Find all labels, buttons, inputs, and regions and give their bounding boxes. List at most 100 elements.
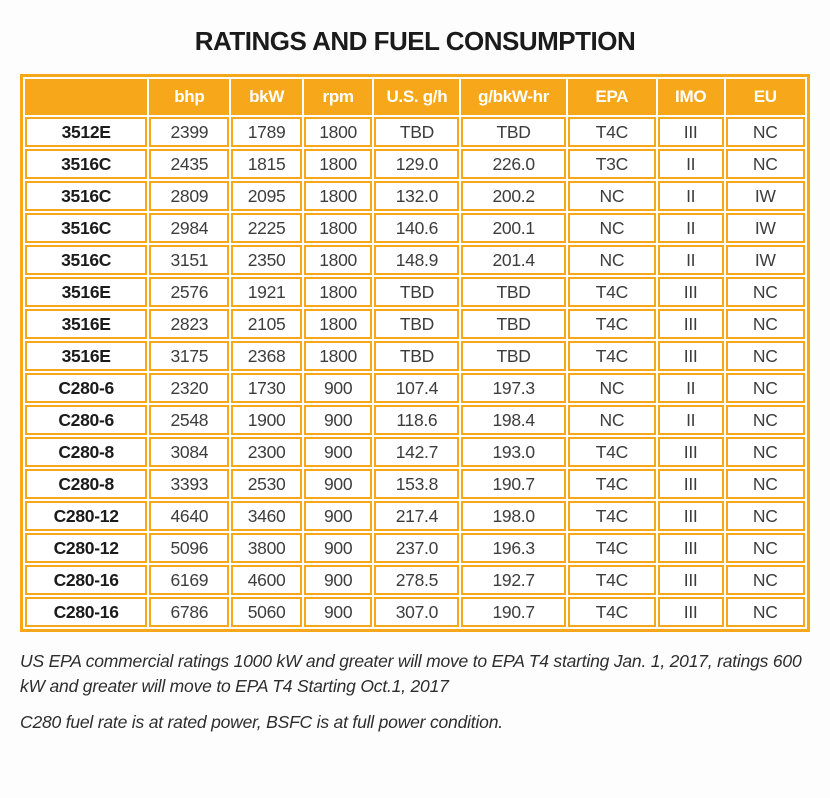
cell: 3393 <box>149 469 230 499</box>
cell: NC <box>725 437 805 467</box>
column-header-u-s-g-h: U.S. g/h <box>374 79 460 115</box>
cell: 1800 <box>303 213 373 243</box>
cell: 2350 <box>231 245 302 275</box>
cell: IW <box>725 181 805 211</box>
cell: 226.0 <box>461 149 566 179</box>
cell: 200.2 <box>461 181 566 211</box>
cell: 1800 <box>303 309 373 339</box>
table-row: 3516C 2809 2095 1800 132.0 200.2 NC II IW <box>25 181 805 211</box>
column-header-eu: EU <box>725 79 805 115</box>
cell: T3C <box>567 149 656 179</box>
table-row: C280-16 6169 4600 900 278.5 192.7 T4C III NC <box>25 565 805 595</box>
cell: NC <box>725 501 805 531</box>
ratings-table: bhp bkW rpm U.S. g/h g/bkW-hr EPA IMO EU 3512E 2… <box>20 74 810 632</box>
cell: 900 <box>303 405 373 435</box>
cell: II <box>657 213 724 243</box>
cell: 107.4 <box>374 373 460 403</box>
cell: NC <box>567 245 656 275</box>
cell-model: 3516E <box>25 341 148 371</box>
table-row: C280-16 6786 5060 900 307.0 190.7 T4C III NC <box>25 597 805 627</box>
column-header-model <box>25 79 148 115</box>
table-row: 3516E 2823 2105 1800 TBD TBD T4C III NC <box>25 309 805 339</box>
cell-model: 3516C <box>25 181 148 211</box>
cell: III <box>657 117 724 147</box>
footnote-epa: US EPA commercial ratings 1000 kW and gr… <box>20 651 802 696</box>
cell: 2320 <box>149 373 230 403</box>
cell-model: C280-6 <box>25 405 148 435</box>
cell: TBD <box>461 309 566 339</box>
cell-model: C280-8 <box>25 469 148 499</box>
cell: 1815 <box>231 149 302 179</box>
cell: 140.6 <box>374 213 460 243</box>
cell: 900 <box>303 565 373 595</box>
table-row: 3516C 3151 2350 1800 148.9 201.4 NC II IW <box>25 245 805 275</box>
cell: 2984 <box>149 213 230 243</box>
cell: 900 <box>303 469 373 499</box>
ratings-page: RATINGS AND FUEL CONSUMPTION bhp bkW rpm U.… <box>0 26 830 798</box>
cell: 1800 <box>303 117 373 147</box>
cell: III <box>657 341 724 371</box>
cell: 197.3 <box>461 373 566 403</box>
cell: III <box>657 437 724 467</box>
cell: 1800 <box>303 277 373 307</box>
cell-model: 3516C <box>25 213 148 243</box>
cell: 3084 <box>149 437 230 467</box>
cell: T4C <box>567 565 656 595</box>
table-body: 3512E 2399 1789 1800 TBD TBD T4C III NC 3516C 2435… <box>25 117 805 627</box>
cell: 200.1 <box>461 213 566 243</box>
cell: 1921 <box>231 277 302 307</box>
cell: 193.0 <box>461 437 566 467</box>
cell: 5096 <box>149 533 230 563</box>
cell: 198.0 <box>461 501 566 531</box>
cell-model: 3516C <box>25 149 148 179</box>
header-row: bhp bkW rpm U.S. g/h g/bkW-hr EPA IMO EU <box>25 79 805 115</box>
cell-model: C280-16 <box>25 597 148 627</box>
cell: T4C <box>567 309 656 339</box>
cell: III <box>657 277 724 307</box>
cell: II <box>657 245 724 275</box>
column-header-rpm: rpm <box>303 79 373 115</box>
cell: T4C <box>567 117 656 147</box>
cell: 192.7 <box>461 565 566 595</box>
cell: 6169 <box>149 565 230 595</box>
cell: T4C <box>567 469 656 499</box>
cell: 3460 <box>231 501 302 531</box>
cell: III <box>657 469 724 499</box>
cell: 190.7 <box>461 469 566 499</box>
cell: II <box>657 405 724 435</box>
cell: 4640 <box>149 501 230 531</box>
cell: 118.6 <box>374 405 460 435</box>
cell: 278.5 <box>374 565 460 595</box>
cell: NC <box>567 405 656 435</box>
cell: 2368 <box>231 341 302 371</box>
table-row: C280-8 3084 2300 900 142.7 193.0 T4C III NC <box>25 437 805 467</box>
cell: 217.4 <box>374 501 460 531</box>
cell: NC <box>725 373 805 403</box>
cell: 900 <box>303 597 373 627</box>
cell: 2576 <box>149 277 230 307</box>
cell: III <box>657 533 724 563</box>
cell-model: 3516E <box>25 309 148 339</box>
table-row: C280-12 4640 3460 900 217.4 198.0 T4C III NC <box>25 501 805 531</box>
cell: III <box>657 565 724 595</box>
cell: 129.0 <box>374 149 460 179</box>
cell: NC <box>725 117 805 147</box>
column-header-bhp: bhp <box>149 79 230 115</box>
cell: 153.8 <box>374 469 460 499</box>
column-header-bkw: bkW <box>231 79 302 115</box>
cell-model: C280-12 <box>25 533 148 563</box>
cell-model: 3512E <box>25 117 148 147</box>
cell: 900 <box>303 501 373 531</box>
cell: 2225 <box>231 213 302 243</box>
cell: 2809 <box>149 181 230 211</box>
cell: T4C <box>567 597 656 627</box>
page-title: RATINGS AND FUEL CONSUMPTION <box>194 26 636 56</box>
cell: 1789 <box>231 117 302 147</box>
cell-model: C280-12 <box>25 501 148 531</box>
cell: NC <box>725 469 805 499</box>
table-row: C280-6 2548 1900 900 118.6 198.4 NC II NC <box>25 405 805 435</box>
cell: 2105 <box>231 309 302 339</box>
table-row: 3516E 3175 2368 1800 TBD TBD T4C III NC <box>25 341 805 371</box>
column-header-epa: EPA <box>567 79 656 115</box>
footnotes: US EPA commercial ratings 1000 kW and gr… <box>20 649 815 735</box>
